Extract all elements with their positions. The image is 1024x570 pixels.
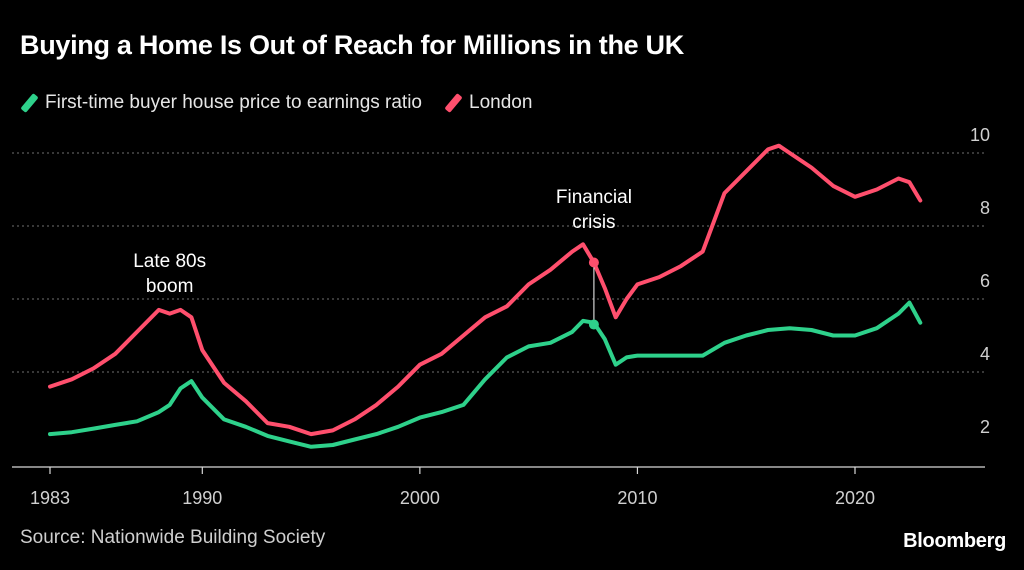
x-tick-label: 1983 (30, 488, 70, 508)
annotation-label: Financial (556, 187, 632, 208)
annotation-label: Late 80s (133, 251, 206, 272)
legend-item-first-time-buyer: First-time buyer house price to earnings… (20, 92, 422, 114)
y-tick-label: 10 (970, 125, 990, 145)
annotation-marker-london (588, 257, 599, 268)
legend-label-first-time-buyer: First-time buyer house price to earnings… (45, 92, 422, 113)
x-tick-label: 2020 (835, 488, 875, 508)
series-line-london (48, 143, 923, 437)
legend-label-london: London (469, 92, 533, 113)
x-tick-label: 2010 (617, 488, 657, 508)
chart-title: Buying a Home Is Out of Reach for Millio… (20, 30, 684, 60)
series-lines (48, 143, 923, 449)
y-tick-label: 4 (980, 344, 990, 364)
legend: First-time buyer house price to earnings… (20, 88, 554, 118)
annotation-label: boom (146, 276, 194, 297)
annotations: Late 80s boom Financial crisis (133, 187, 632, 330)
x-tick-label: 1990 (182, 488, 222, 508)
bloomberg-logo: Bloomberg (903, 530, 1006, 552)
series-line-first-time-buyer (48, 300, 923, 449)
y-tick-label: 8 (980, 198, 990, 218)
y-tick-label: 6 (980, 271, 990, 291)
annotation-label: crisis (572, 212, 615, 233)
legend-item-london: London (444, 92, 532, 114)
source-note: Source: Nationwide Building Society (20, 527, 326, 548)
gridlines (12, 152, 985, 373)
x-axis: 1983 1990 2000 2010 2020 (12, 466, 985, 508)
x-tick-label: 2000 (400, 488, 440, 508)
y-tick-label: 2 (980, 417, 990, 437)
y-axis-labels: 2 4 6 8 10 (970, 125, 990, 437)
annotation-marker-first-time-buyer (588, 319, 599, 330)
